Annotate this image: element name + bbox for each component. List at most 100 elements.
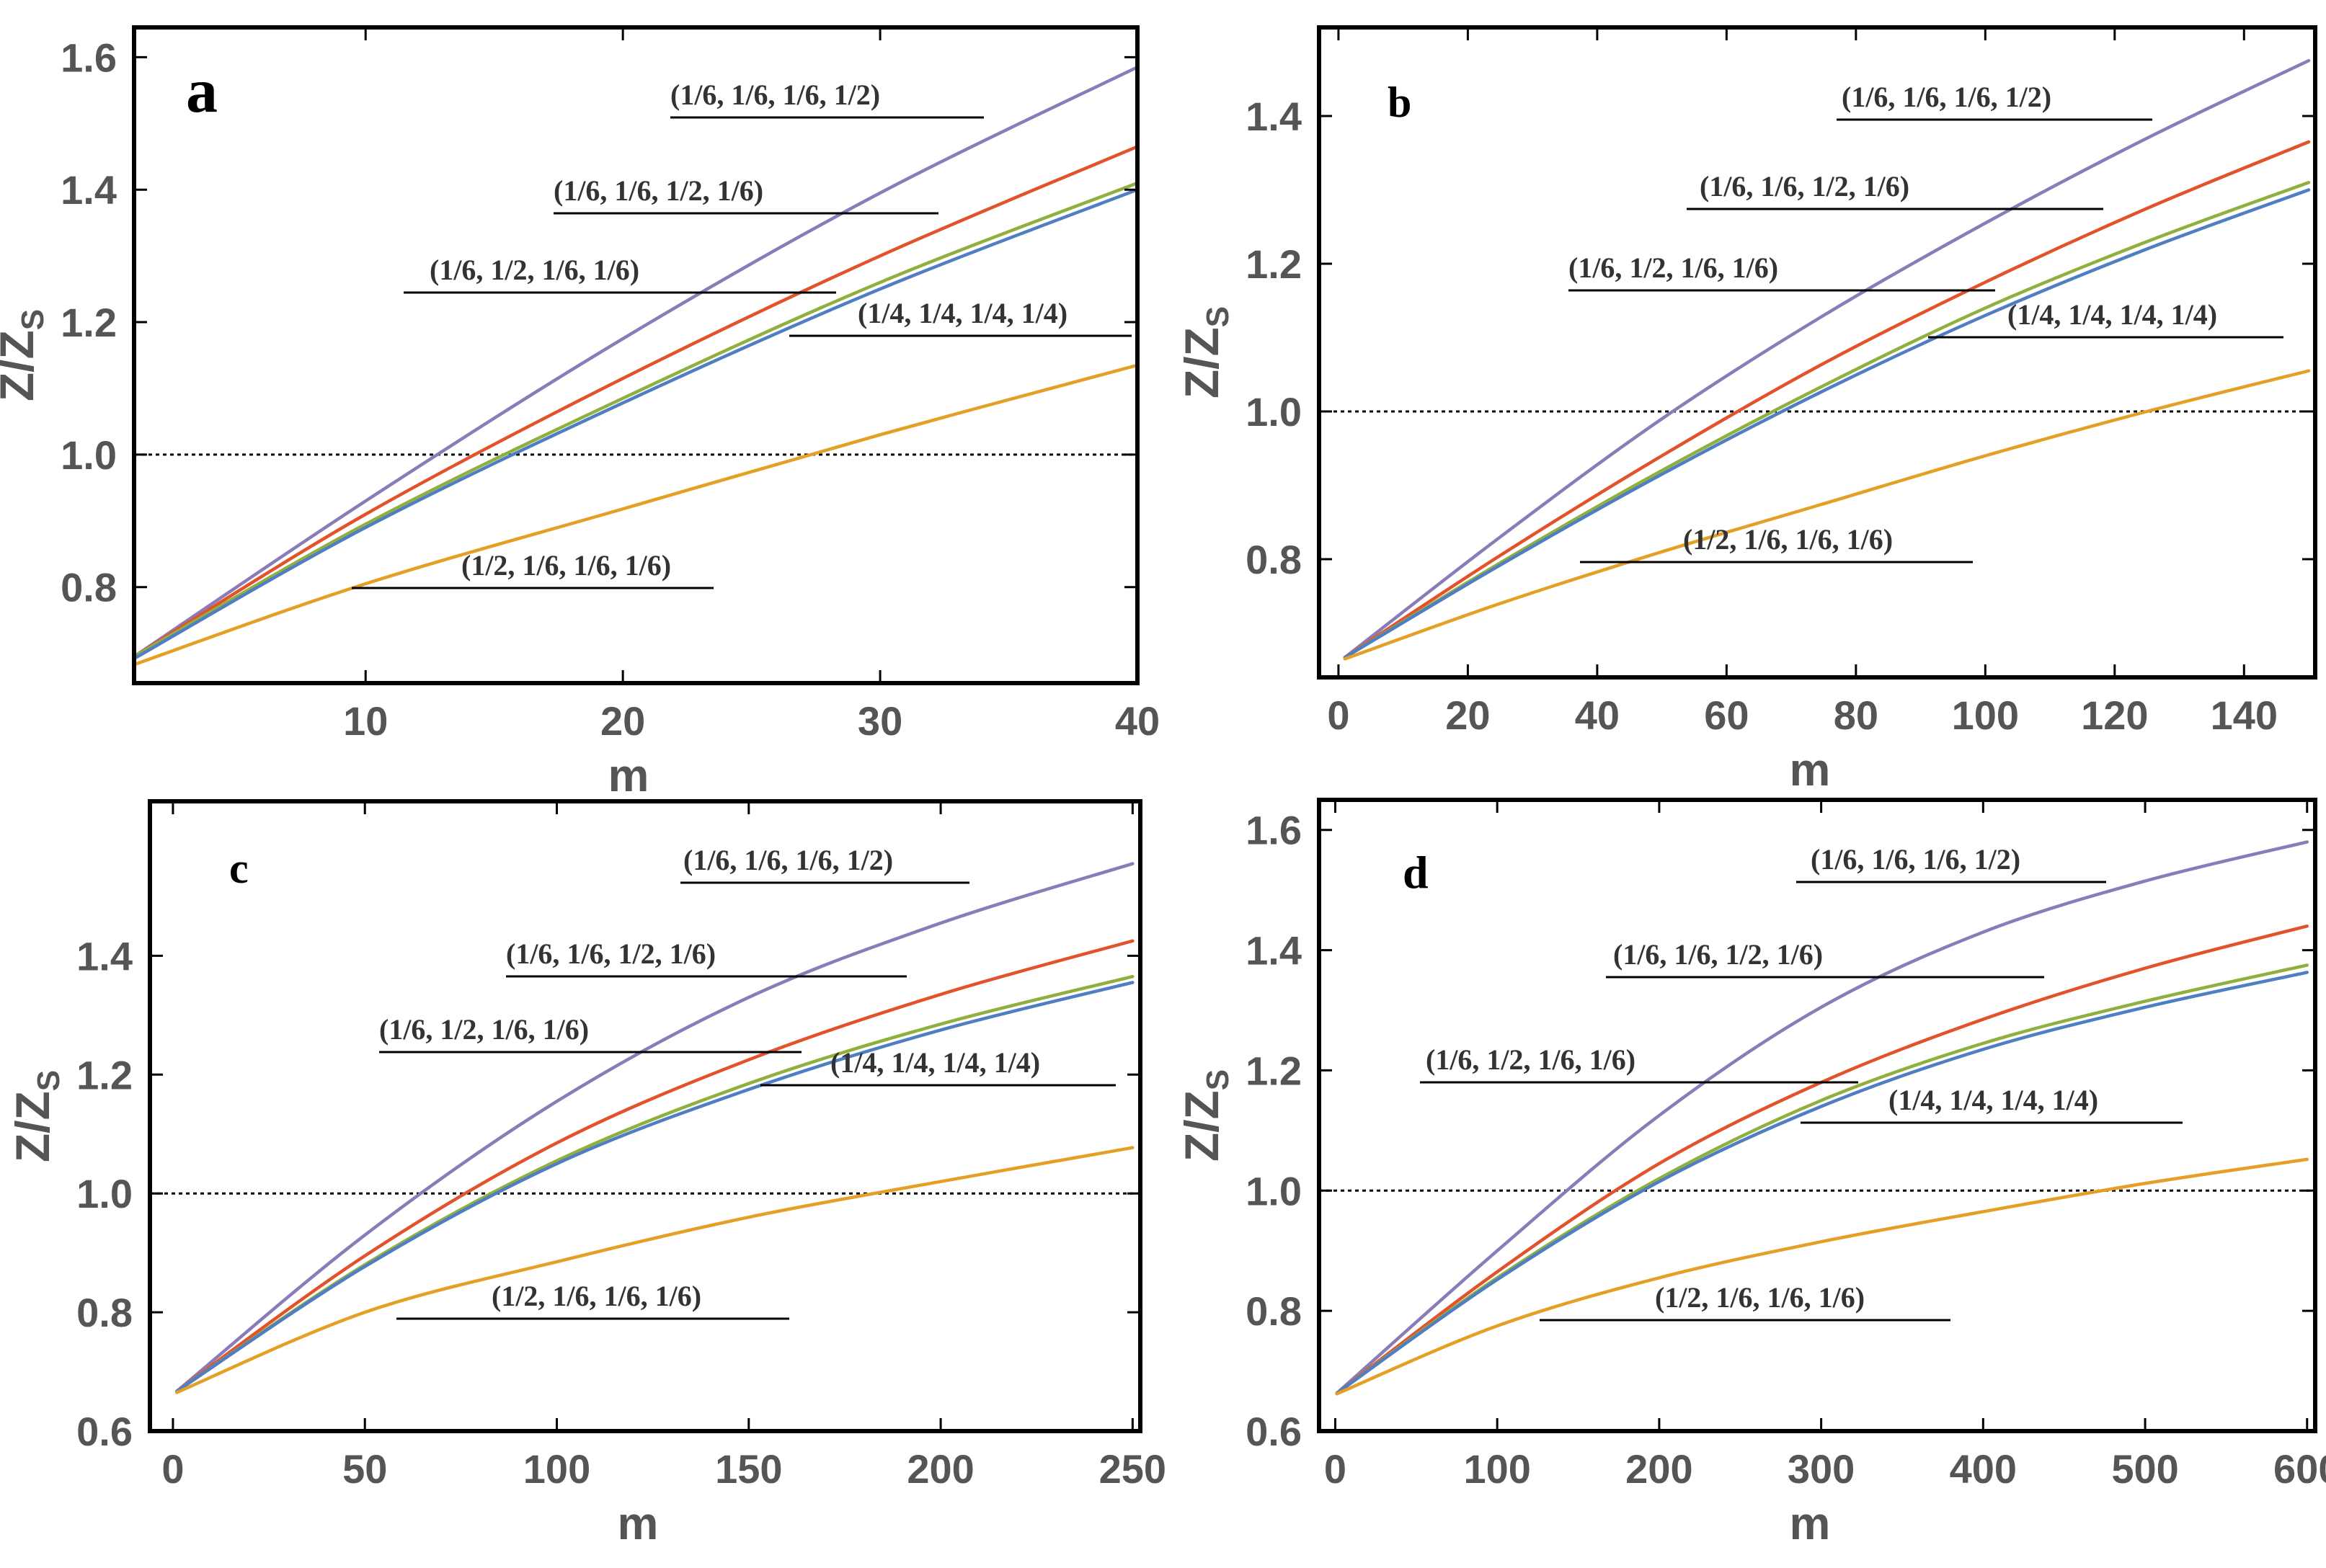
y-tick-label: 1.0 (1246, 1168, 1302, 1213)
y-tick-label: 1.6 (61, 35, 117, 80)
curve-label-2: (1/6, 1/6, 1/2, 1/6) (554, 174, 763, 207)
panel-d: 0 100 200 300 400 500 600 0.6 0.8 1.0 1.2 1.4 1.6 m Z/… (1175, 798, 2326, 1549)
x-tick-label: 0 (1327, 692, 1349, 738)
y-axis-title-main: Z/Z (1175, 1090, 1228, 1162)
x-axis-title: m (1790, 1497, 1831, 1549)
x-axis-title: m (608, 749, 649, 801)
y-axis-title-subscript: S (1200, 1069, 1235, 1090)
x-axis-title: m (1790, 744, 1831, 796)
plot-frame (1317, 798, 2317, 1433)
y-axis-title: Z/ZS (1175, 306, 1235, 398)
series-line-1 (132, 65, 1140, 659)
y-axis-title: Z/ZS (0, 309, 50, 401)
y-axis-title-main: Z/Z (1175, 327, 1228, 398)
curve-label-5: (1/2, 1/6, 1/6, 1/6) (461, 549, 671, 582)
y-axis-title: Z/ZS (6, 1070, 66, 1162)
x-axis-title: m (618, 1497, 659, 1549)
x-tick-label: 200 (907, 1446, 974, 1492)
series-line-1 (1343, 58, 2311, 659)
series-line-2 (132, 145, 1140, 659)
x-tick-label: 80 (1834, 692, 1878, 738)
curve-label-2: (1/6, 1/6, 1/2, 1/6) (506, 937, 716, 970)
series-line-2 (175, 939, 1135, 1394)
series-line-5 (1335, 1157, 2309, 1396)
x-tick-label: 400 (1950, 1446, 2017, 1492)
series-line-1 (1335, 840, 2309, 1395)
y-axis-title: Z/ZS (1175, 1069, 1235, 1162)
curve-label-3: (1/6, 1/2, 1/6, 1/6) (1568, 251, 1778, 284)
plot-frame (1317, 25, 2317, 680)
y-axis-title-subscript: S (15, 309, 50, 330)
panel-letter: d (1403, 847, 1429, 898)
curve-label-3: (1/6, 1/2, 1/6, 1/6) (1426, 1043, 1635, 1076)
y-tick-label: 0.6 (76, 1409, 133, 1454)
curve-label-3: (1/6, 1/2, 1/6, 1/6) (379, 1013, 589, 1046)
y-tick-label: 1.2 (76, 1052, 133, 1097)
series-line-1 (175, 862, 1135, 1394)
x-tick-label: 600 (2273, 1446, 2326, 1492)
x-tick-label: 20 (1445, 692, 1490, 738)
x-tick-label: 500 (2111, 1446, 2178, 1492)
y-tick-label: 1.4 (61, 167, 117, 213)
series-line-5 (175, 1146, 1135, 1394)
y-tick-label: 1.2 (1246, 241, 1302, 287)
y-tick-label: 1.0 (61, 432, 117, 478)
x-tick-label: 30 (858, 698, 902, 744)
y-axis-title-subscript: S (1200, 306, 1235, 327)
y-tick-label: 1.2 (1246, 1048, 1302, 1093)
series-line-3 (132, 181, 1140, 659)
curve-label-4: (1/4, 1/4, 1/4, 1/4) (2007, 298, 2217, 331)
x-tick-label: 140 (2211, 692, 2278, 738)
x-tick-label: 0 (161, 1446, 184, 1492)
x-tick-label: 150 (715, 1446, 782, 1492)
curve-label-4: (1/4, 1/4, 1/4, 1/4) (1888, 1084, 2098, 1116)
curve-label-5: (1/2, 1/6, 1/6, 1/6) (492, 1280, 701, 1312)
y-tick-label: 1.4 (1246, 94, 1302, 139)
y-tick-label: 0.8 (76, 1290, 133, 1335)
series-line-5 (132, 363, 1140, 667)
series-line-5 (1343, 369, 2311, 661)
y-tick-label: 1.6 (1246, 808, 1302, 853)
panel-a: 10 20 30 400.81.01.21.41.6mZ/ZSa (1/6, 1/6, … (0, 25, 1160, 801)
y-axis-title-subscript: S (31, 1070, 66, 1091)
curve-label-3: (1/6, 1/2, 1/6, 1/6) (430, 254, 639, 286)
y-tick-label: 0.8 (61, 565, 117, 610)
y-tick-label: 1.4 (1246, 928, 1302, 974)
x-tick-label: 60 (1704, 692, 1749, 738)
plot-frame (132, 25, 1140, 685)
curve-label-1: (1/6, 1/6, 1/6, 1/2) (1811, 843, 2020, 876)
x-tick-label: 120 (2081, 692, 2148, 738)
y-tick-label: 1.2 (61, 300, 117, 345)
y-tick-label: 0.6 (1246, 1409, 1302, 1454)
x-tick-label: 100 (1463, 1446, 1530, 1492)
series-line-4 (175, 981, 1135, 1394)
plot-frame (148, 799, 1142, 1433)
x-tick-label: 300 (1788, 1446, 1855, 1492)
y-tick-label: 1.0 (1246, 389, 1302, 435)
panel-letter: a (186, 56, 218, 126)
curve-label-5: (1/2, 1/6, 1/6, 1/6) (1683, 523, 1893, 556)
series-line-4 (1343, 188, 2311, 659)
x-tick-label: 40 (1575, 692, 1620, 738)
series-line-4 (132, 187, 1140, 661)
x-tick-label: 0 (1324, 1446, 1346, 1492)
curve-label-1: (1/6, 1/6, 1/6, 1/2) (1842, 81, 2051, 113)
x-tick-label: 10 (343, 698, 388, 744)
y-axis-title-main: Z/Z (6, 1091, 59, 1162)
curve-label-2: (1/6, 1/6, 1/2, 1/6) (1700, 170, 1909, 202)
x-tick-label: 40 (1115, 698, 1160, 744)
curve-label-4: (1/4, 1/4, 1/4, 1/4) (830, 1046, 1040, 1079)
y-tick-label: 1.0 (76, 1171, 133, 1216)
series-line-3 (1343, 181, 2311, 659)
curve-label-4: (1/4, 1/4, 1/4, 1/4) (858, 297, 1067, 329)
y-tick-label: 1.4 (76, 933, 133, 979)
curve-label-1: (1/6, 1/6, 1/6, 1/2) (683, 844, 893, 876)
x-tick-label: 200 (1625, 1446, 1692, 1492)
y-tick-label: 0.8 (1246, 1288, 1302, 1334)
y-axis-title-main: Z/Z (0, 330, 43, 401)
panel-letter: b (1388, 79, 1411, 126)
series-line-4 (1335, 971, 2309, 1395)
x-tick-label: 50 (342, 1446, 387, 1492)
